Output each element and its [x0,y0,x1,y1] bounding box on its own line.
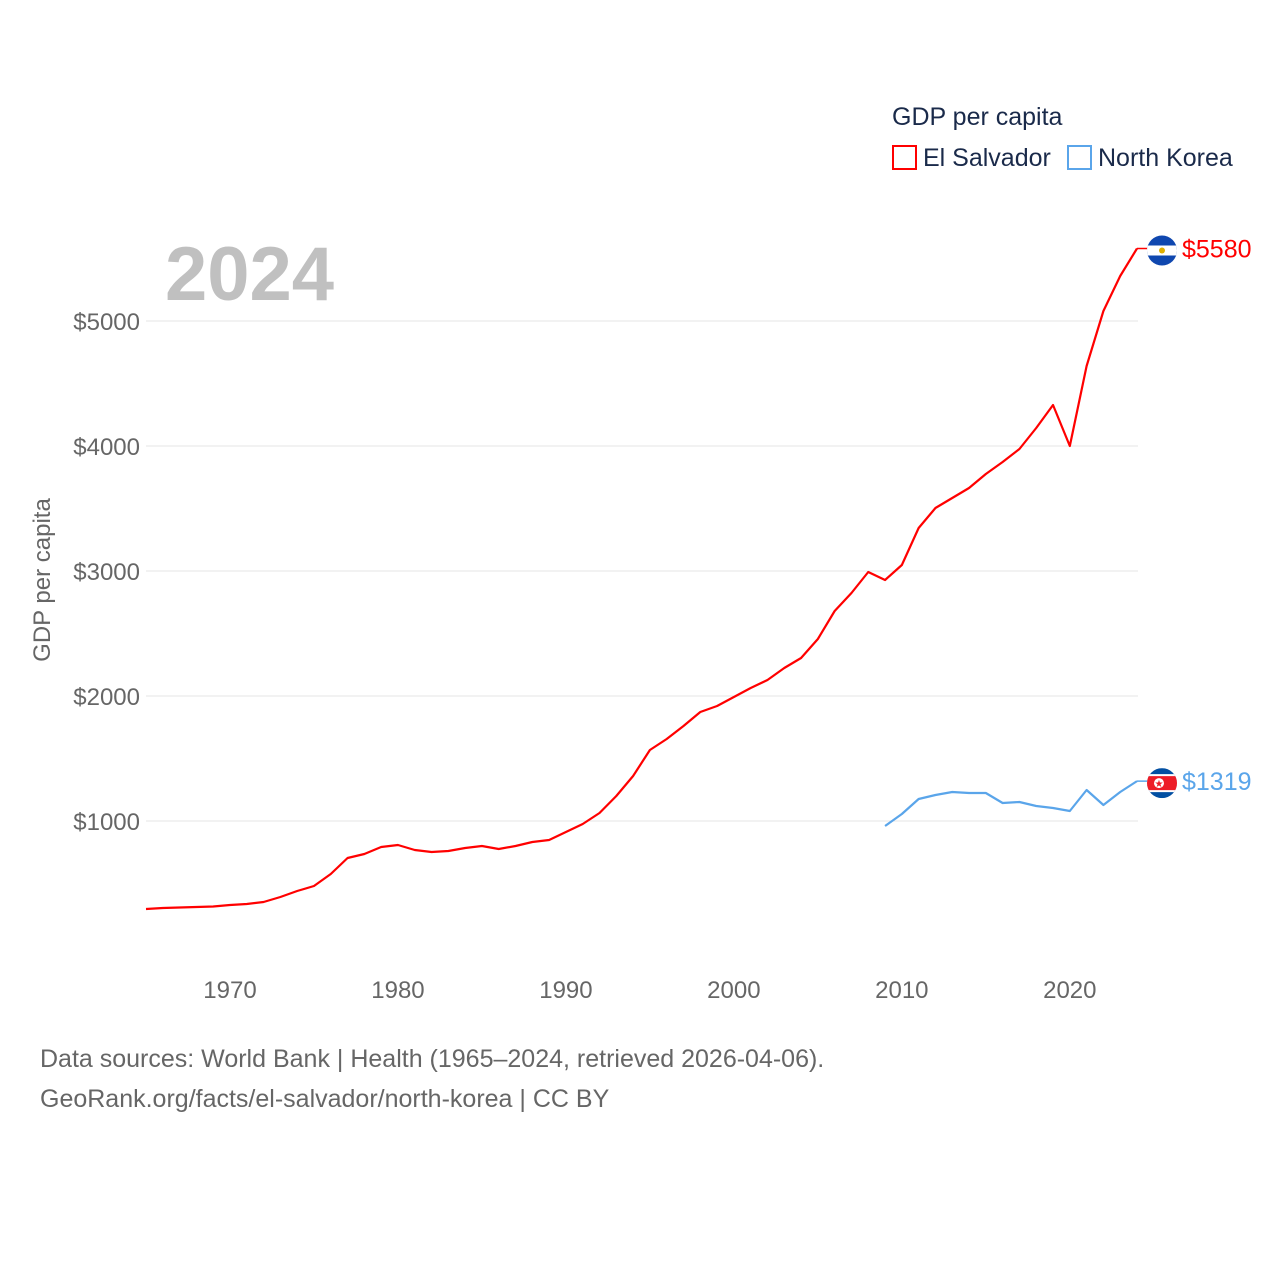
legend-label-north-korea[interactable]: North Korea [1098,144,1233,172]
legend-swatch-north-korea[interactable] [1067,145,1092,170]
legend: GDP per capita El Salvador North Korea [892,103,1233,172]
el-salvador-flag [1147,235,1177,266]
x-tick-label: 2010 [875,977,928,1004]
attribution-link[interactable]: GeoRank.org/facts/el-salvador/north-kore… [40,1085,610,1113]
y-tick-label: $3000 [73,559,140,586]
end-value-label-north-korea: $1319 [1182,768,1252,796]
flag-body: ★ [1147,768,1177,799]
north-korea-flag: ★ [1147,768,1177,799]
y-axis-label: GDP per capita [29,498,56,662]
legend-label-el-salvador[interactable]: El Salvador [923,144,1051,172]
y-tick-label: $1000 [73,809,140,836]
data-source-note: Data sources: World Bank | Health (1965–… [40,1045,825,1073]
end-value-label-el-salvador: $5580 [1182,236,1252,264]
x-tick-label: 2020 [1043,977,1096,1004]
legend-title: GDP per capita [892,103,1063,131]
y-tick-label: $4000 [73,434,140,461]
flag-emblem [1159,247,1165,254]
year-watermark: 2024 [165,232,334,317]
flag-body [1147,235,1177,266]
flag-star: ★ [1155,779,1164,790]
flag-star-disc [1154,778,1164,789]
x-tick-label: 1980 [371,977,424,1004]
legend-swatch-el-salvador[interactable] [892,145,917,170]
series-line-el-salvador [145,247,1138,911]
y-tick-label: $2000 [73,684,140,711]
y-tick-label: $5000 [73,309,140,336]
x-tick-label: 1970 [203,977,256,1004]
series-line-north-korea [884,780,1138,827]
x-tick-label: 2000 [707,977,760,1004]
x-tick-label: 1990 [539,977,592,1004]
